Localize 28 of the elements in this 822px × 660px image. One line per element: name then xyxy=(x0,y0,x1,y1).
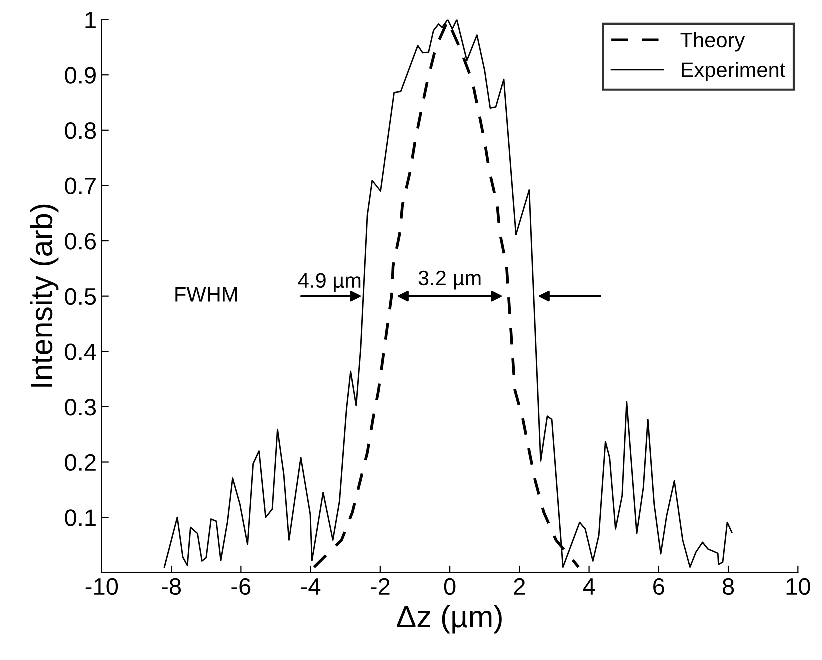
x-tick-label: 6 xyxy=(654,578,664,596)
annotation: FWHM xyxy=(176,287,238,302)
y-tick-label: 0.2 xyxy=(65,454,96,472)
annotation: 4.9 µm xyxy=(298,273,361,292)
y-tick-label: 0.3 xyxy=(65,399,96,416)
x-tick-label: 10 xyxy=(786,578,810,596)
x-tick-label: -10 xyxy=(86,578,118,596)
x-tick-label: -4 xyxy=(301,578,321,595)
y-tick-label: 0.7 xyxy=(65,178,96,195)
x-tick-label: 4 xyxy=(583,578,596,595)
x-tick-label: -6 xyxy=(232,578,251,596)
x-tick-label: -2 xyxy=(370,578,390,595)
y-axis-title: Intensity (arb) xyxy=(30,204,59,387)
y-tick-label: 0.6 xyxy=(65,233,96,250)
y-tick-label: 0.8 xyxy=(65,122,96,140)
legend-label: Theory xyxy=(680,32,746,52)
y-tick-label: 0.5 xyxy=(65,288,96,306)
x-tick-label: 2 xyxy=(514,578,526,595)
y-tick-label: 0.1 xyxy=(65,510,96,526)
x-tick-label: 8 xyxy=(723,578,734,596)
x-axis-title: Δz (µm) xyxy=(397,605,502,634)
y-tick-label: 0.9 xyxy=(65,67,96,84)
x-tick-label: 0 xyxy=(444,578,456,596)
annotation: 3.2 µm xyxy=(418,270,481,290)
y-tick-label: 1 xyxy=(86,12,96,28)
y-tick-label: 0.4 xyxy=(65,344,96,360)
legend-label: Experiment xyxy=(682,62,786,82)
x-tick-label: -8 xyxy=(162,578,182,596)
